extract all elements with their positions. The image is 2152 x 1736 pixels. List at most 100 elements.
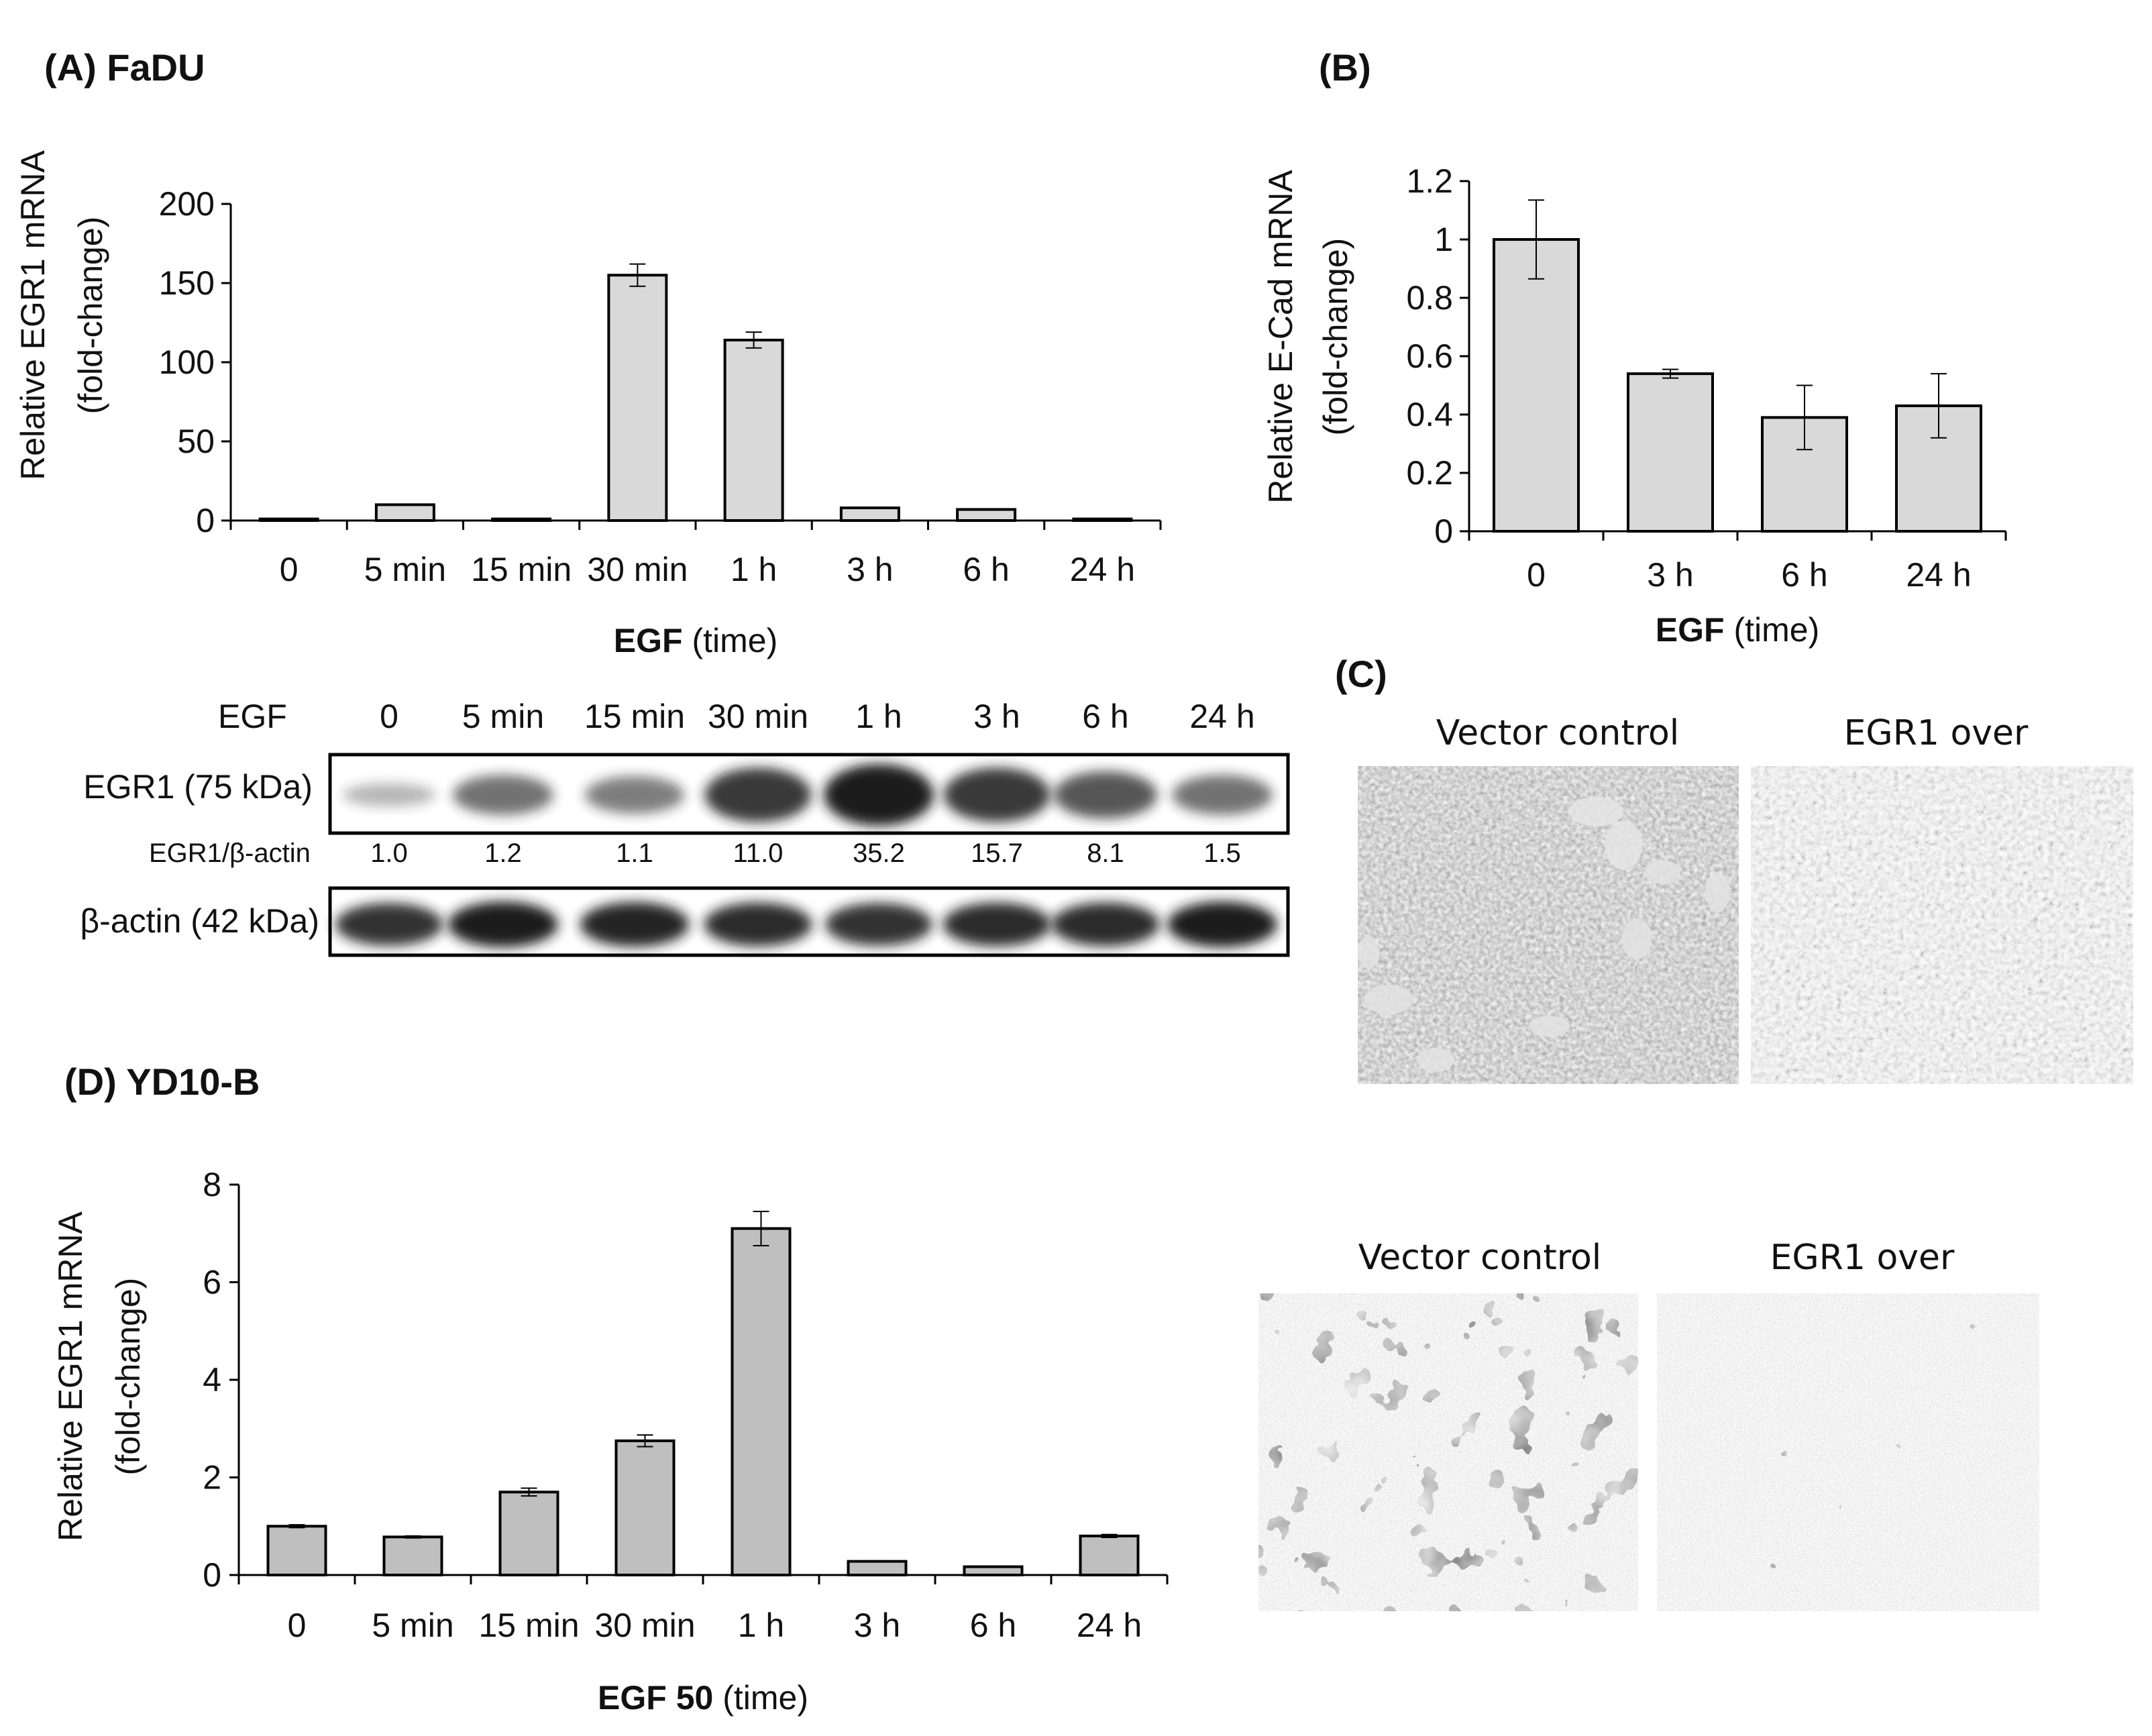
d-x-tick-label: 30 min	[594, 1607, 695, 1644]
d-bar	[614, 1439, 676, 1576]
d-y-tick-label: 8	[203, 1166, 221, 1203]
a-x-tick-label: 24 h	[1070, 551, 1135, 588]
b-x-tick-label: 6 h	[1781, 556, 1828, 594]
a-bar	[607, 274, 668, 522]
a-x-axis-title: EGF (time)	[614, 622, 777, 659]
c-top-left-caption: Vector control	[1436, 713, 1679, 753]
d-x-axis-title-bold: EGF 50	[598, 1679, 713, 1717]
a-x-tick-label: 30 min	[587, 551, 688, 588]
actin-bands	[335, 902, 1277, 947]
blot-lane-label: 30 min	[708, 698, 808, 735]
a-bar	[258, 517, 319, 523]
d-bar	[731, 1227, 792, 1576]
ratio-value: 1.2	[484, 838, 522, 868]
blot-lane-labels: 0 5 min 15 min 30 min 1 h 3 h 6 h 24 h	[380, 698, 1255, 735]
d-x-tick-label: 0	[288, 1607, 307, 1644]
egr1-band	[1172, 775, 1273, 815]
c-bottom-left-caption: Vector control	[1358, 1238, 1601, 1278]
blot-lane-label: 3 h	[973, 698, 1020, 735]
ratio-value: 1.5	[1203, 838, 1241, 868]
ratio-value: 35.2	[853, 838, 905, 868]
b-x-tick-label: 3 h	[1647, 556, 1694, 594]
actin-band	[1051, 902, 1160, 946]
a-y-axis-title-line: Relative EGR1 mRNA	[14, 150, 52, 480]
b-y-axis-title-line: (fold-change)	[1317, 238, 1354, 436]
c-top-right-caption: EGR1 over	[1844, 713, 2029, 753]
b-y-tick-label: 0.2	[1406, 454, 1453, 492]
a-x-axis-title-rest: (time)	[683, 622, 778, 659]
panel-a-label: (A) FaDU	[44, 46, 205, 89]
b-y-tick-label: 1	[1434, 221, 1453, 258]
actin-band	[704, 902, 812, 946]
egr1-band	[824, 764, 934, 826]
a-x-tick-label: 15 min	[471, 551, 572, 588]
egr1-band	[453, 775, 553, 815]
a-y-tick-label: 200	[159, 185, 215, 223]
b-y-tick-label: 0	[1434, 512, 1453, 550]
a-bar	[1072, 517, 1133, 523]
actin-band	[825, 903, 932, 946]
panel-c-label: (C)	[1335, 653, 1387, 695]
b-x-axis-title-bold: EGF	[1656, 611, 1725, 649]
b-x-axis-title-rest: (time)	[1725, 611, 1820, 649]
a-bar	[839, 506, 900, 522]
actin-band	[580, 902, 690, 947]
actin-band	[335, 903, 443, 946]
ratio-values: 1.0 1.2 1.1 11.0 35.2 15.7 8.1 1.5	[370, 838, 1241, 868]
b-x-tick-label: 0	[1527, 556, 1546, 594]
d-y-tick-label: 0	[203, 1556, 221, 1594]
blot-lane-label: 0	[380, 698, 398, 735]
d-bar	[266, 1525, 327, 1576]
ratio-value: 1.1	[616, 838, 653, 868]
d-y-tick-label: 4	[203, 1361, 221, 1399]
d-x-tick-label: 6 h	[970, 1607, 1017, 1644]
western-blot: EGF 0 5 min 15 min 30 min 1 h 3 h 6 h 24 h EGR1…	[80, 698, 1290, 957]
b-y-tick-label: 1.2	[1406, 162, 1453, 200]
b-x-axis-title: EGF (time)	[1656, 611, 1819, 649]
d-bar	[847, 1560, 908, 1576]
d-y-axis-title-line: Relative EGR1 mRNA	[52, 1211, 89, 1541]
egr1-bands	[342, 764, 1273, 826]
b-y-axis-title-line: Relative E-Cad mRNA	[1262, 170, 1299, 504]
a-y-tick-label: 50	[177, 423, 215, 460]
a-x-tick-label: 6 h	[963, 551, 1010, 588]
chart-b: 0 0.2 0.4 0.6 0.8 1 1.2 0 3 h 6 h 24 h EGF (time) Re…	[1262, 162, 2007, 649]
d-x-axis-title-rest: (time)	[713, 1679, 808, 1717]
d-x-tick-label: 1 h	[738, 1607, 785, 1644]
blot-lane-label: 5 min	[462, 698, 544, 735]
d-bar	[963, 1565, 1024, 1577]
chart-a: 0 50 100 150 200 0 5 min 15 min 30 min 1 h 3 h 6 h 2…	[14, 150, 1162, 659]
blot-treatment-label: EGF	[218, 698, 287, 735]
d-x-tick-label: 24 h	[1077, 1607, 1142, 1644]
micrograph-top-vector-control	[1358, 766, 1739, 1084]
panel-d-label: (D) YD10-B	[64, 1061, 260, 1103]
micrograph-bottom-egr1-over	[1657, 1293, 2039, 1611]
a-bar	[374, 503, 435, 523]
ratio-value: 15.7	[971, 838, 1023, 868]
actin-row-label: β-actin (42 kDa)	[80, 902, 319, 940]
d-x-tick-label: 3 h	[854, 1607, 901, 1644]
chart-d: 0 2 4 6 8 0 5 min 15 min 30 min 1 h 3 h 6 h 24 h EGF …	[52, 1166, 1169, 1717]
d-bar	[1079, 1534, 1140, 1577]
d-bar	[498, 1490, 559, 1576]
blot-lane-label: 15 min	[584, 698, 685, 735]
actin-band	[448, 902, 558, 947]
a-x-tick-label: 5 min	[364, 551, 446, 588]
b-bar	[1493, 238, 1580, 533]
b-y-tick-label: 0.4	[1406, 396, 1453, 433]
d-x-tick-label: 5 min	[372, 1607, 453, 1644]
egr1-band	[943, 767, 1051, 822]
micrograph-top-egr1-over	[1751, 766, 2133, 1084]
actin-band	[943, 902, 1051, 946]
d-y-tick-label: 2	[203, 1459, 221, 1497]
ratio-value: 8.1	[1087, 838, 1124, 868]
d-bar	[382, 1535, 443, 1576]
b-y-tick-label: 0.6	[1406, 337, 1453, 375]
a-x-tick-label: 3 h	[847, 551, 894, 588]
a-bar	[956, 508, 1017, 522]
d-x-axis-title: EGF 50 (time)	[598, 1679, 808, 1717]
a-bar	[491, 517, 552, 523]
d-x-tick-label: 15 min	[478, 1607, 579, 1644]
egr1-band	[342, 783, 436, 807]
